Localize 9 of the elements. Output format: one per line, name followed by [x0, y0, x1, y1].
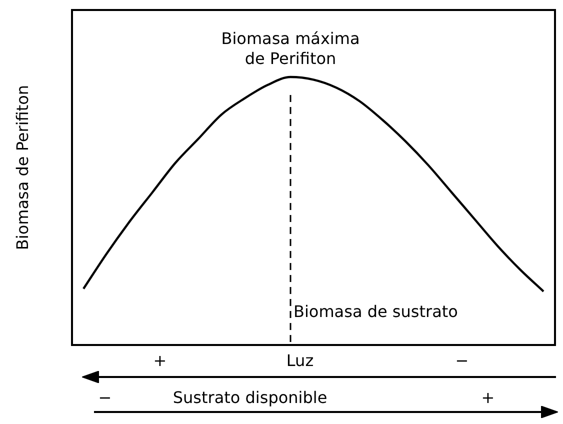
text: − [98, 388, 112, 408]
text: + [481, 388, 495, 408]
annotation: Biomasa de sustrato [294, 302, 458, 322]
text: Luz [286, 351, 314, 370]
text: Biomasa máxima de Perifiton [221, 29, 360, 68]
text: + [153, 351, 167, 370]
y-axis-title: Biomasa de Perifiton [13, 84, 32, 250]
text: Sustrato disponible [172, 388, 328, 408]
text: − [455, 351, 469, 370]
